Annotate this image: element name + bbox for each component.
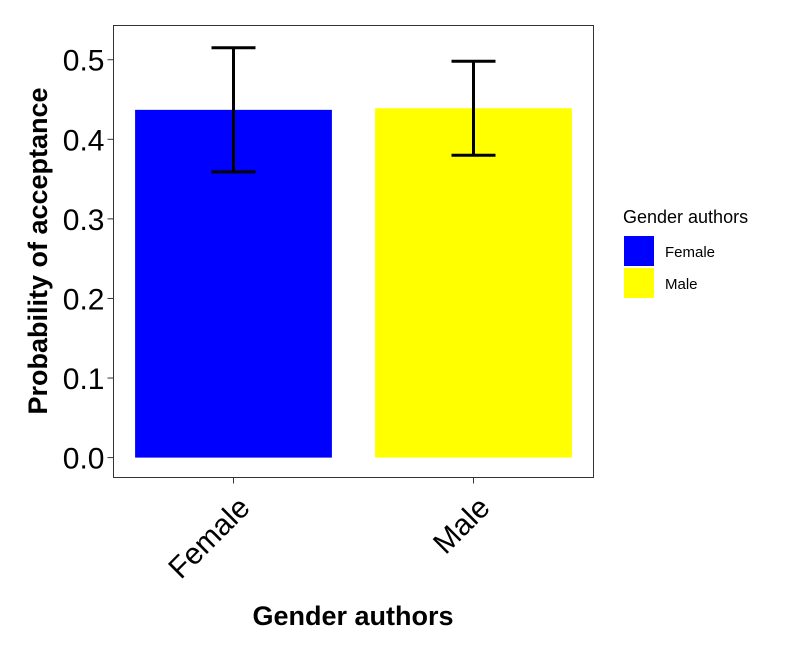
y-axis-title: Probability of acceptance [23, 87, 53, 414]
x-axis-title: Gender authors [252, 601, 453, 631]
legend-title: Gender authors [623, 207, 748, 227]
legend-label-male: Male [665, 276, 698, 293]
y-tick-label: 0.4 [63, 124, 105, 157]
legend-swatch-male [624, 268, 654, 298]
y-axis: 0.0 0.1 0.2 0.3 0.4 0.5 [63, 45, 114, 476]
error-bar-male [451, 59, 496, 157]
bar-male [375, 108, 572, 458]
y-tick-label: 0.5 [63, 45, 105, 78]
x-axis: Female Male [162, 477, 496, 585]
y-tick-label: 0.2 [63, 283, 105, 316]
legend-swatch-female [624, 236, 654, 266]
x-tick-label-female: Female [162, 491, 256, 585]
y-tick-label: 0.0 [63, 443, 105, 476]
legend-label-female: Female [665, 244, 715, 261]
error-bar-female [211, 46, 256, 174]
error-bars-group [211, 46, 496, 174]
x-tick-label-male: Male [427, 491, 496, 560]
legend: Gender authors Female Male [623, 207, 748, 298]
y-tick-label: 0.3 [63, 204, 105, 237]
y-tick-label: 0.1 [63, 363, 105, 396]
